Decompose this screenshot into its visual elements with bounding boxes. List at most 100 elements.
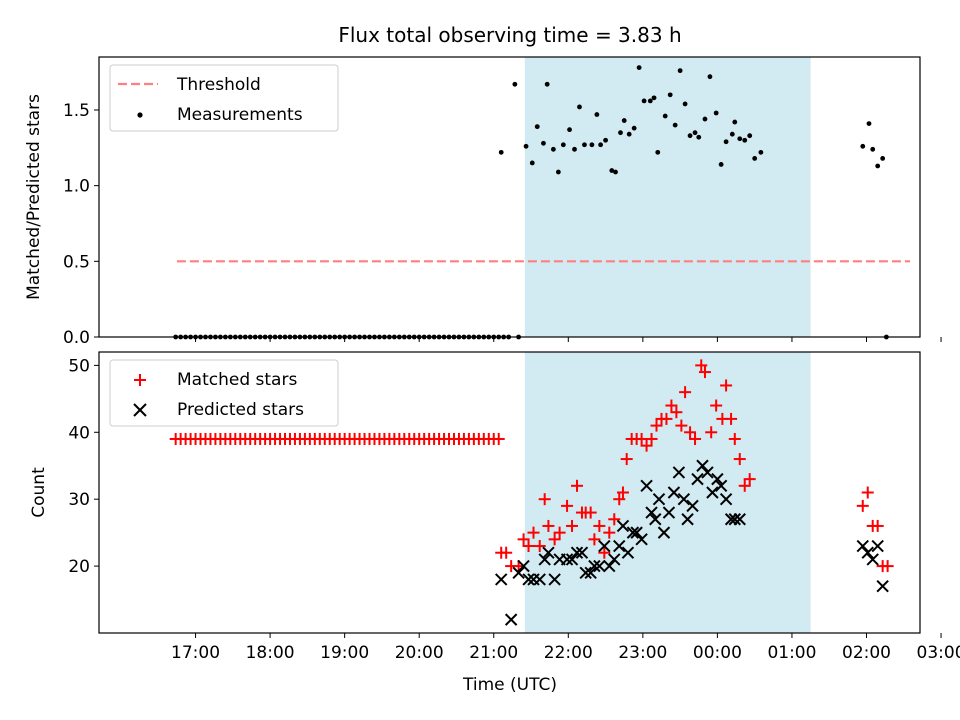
x-tick-label: 22:00 [544,643,593,663]
predicted-star-point [706,486,719,499]
measurement-point [631,125,637,131]
measurement-point [662,113,668,119]
predicted-star-point [657,526,671,539]
predicted-star-point [856,539,869,553]
measurement-point [589,142,595,148]
top-y-ticks: 0.0 0.5 1.0 1.5 [63,101,99,348]
predicted-star-point [570,546,584,559]
predicted-star-point [522,573,535,586]
predicted-star-point [861,546,874,559]
measurement-point [702,116,708,122]
measurement-point [498,149,504,155]
predicted-star-point [667,486,681,499]
predicted-star-point [538,553,551,566]
measurement-point [729,131,735,137]
measurement-point [682,101,688,107]
predicted-star-point [621,546,635,559]
measurement-point [544,81,550,87]
predicted-star-point [560,553,574,566]
matched-star-point [705,426,718,439]
y-tick-label: 1.0 [63,177,90,197]
measurement-point [618,130,623,136]
matched-star-point [670,406,683,419]
matched-star-point [665,399,678,412]
measurement-point [651,95,657,101]
matched-star-point [675,419,688,432]
matched-star-point [738,479,751,492]
matched-star-point [613,493,626,506]
y-tick-label: 0.0 [63,328,90,348]
predicted-star-point [517,559,530,573]
matched-star-point [570,479,583,492]
predicted-star-point [672,466,686,479]
matched-star-point [710,399,723,412]
legend-predicted-label: Predicted stars [177,400,304,420]
measurement-point [582,142,587,148]
matched-star-point [538,493,551,506]
matched-star-point [650,419,663,432]
measurement-point [707,74,713,80]
matched-star-point [695,359,708,372]
y-tick-label: 50 [68,356,90,376]
measurement-point [655,149,661,155]
predicted-star-point [626,526,640,539]
predicted-star-point [691,472,704,486]
matched-star-point [720,379,733,392]
matched-star-point [733,453,746,466]
matched-star-point [603,526,616,539]
top-legend: Threshold Measurements [109,64,339,132]
matched-star-point [640,439,653,452]
predicted-star-point [645,506,658,519]
predicted-star-point [649,513,662,526]
chart-title: Flux total observing time = 3.83 h [338,23,681,47]
matched-star-point [517,533,530,546]
predicted-star-point [635,533,648,546]
predicted-star-point [565,553,579,566]
predicted-star-point [711,472,724,486]
predicted-star-point [630,526,643,539]
measurement-point [626,131,632,137]
matched-star-point [725,412,738,425]
measurement-point [866,121,872,126]
measurement-point [723,139,729,145]
measurement-point [594,112,600,117]
measurement-point [555,169,561,175]
bottom-axes-frame [98,351,921,634]
measurement-point [647,98,653,104]
matched-star-point [500,546,513,559]
legend-matched-swatch [134,374,146,386]
predicted-star-point [593,559,606,573]
predicted-star-point [494,573,508,586]
measurement-point [687,133,693,139]
matched-star-point [608,513,621,526]
legend-matched-label: Matched stars [177,370,297,390]
measurement-point [577,104,582,110]
predicted-star-point [719,492,733,506]
predicted-star-point [701,466,714,479]
legend-measurements-label: Measurements [177,105,303,125]
matched-star-point [492,432,505,445]
matched-star-point [689,432,702,445]
observing-span [524,352,811,633]
measurement-point [598,142,604,148]
measurement-point [613,169,618,175]
matched-star-point [527,526,540,539]
predicted-star-point [608,553,621,566]
measurement-point [621,118,627,123]
x-tick-label: 23:00 [618,643,667,663]
predicted-star-point [876,579,889,593]
y-tick-label: 1.5 [63,101,90,121]
measurement-point [672,122,678,128]
measurement-point [523,143,529,149]
count-points [169,359,894,626]
matched-star-point [856,499,869,512]
matched-star-point [743,473,756,486]
legend-threshold-label: Threshold [176,75,261,95]
matched-star-point [679,386,692,399]
predicted-star-point [662,506,676,519]
y-tick-label: 40 [68,423,90,443]
matched-star-point [620,453,633,466]
top-panel: 0.0 0.5 1.0 1.5 Matched/Predicted stars Thr… [24,56,942,348]
x-tick-label: 19:00 [320,643,369,663]
